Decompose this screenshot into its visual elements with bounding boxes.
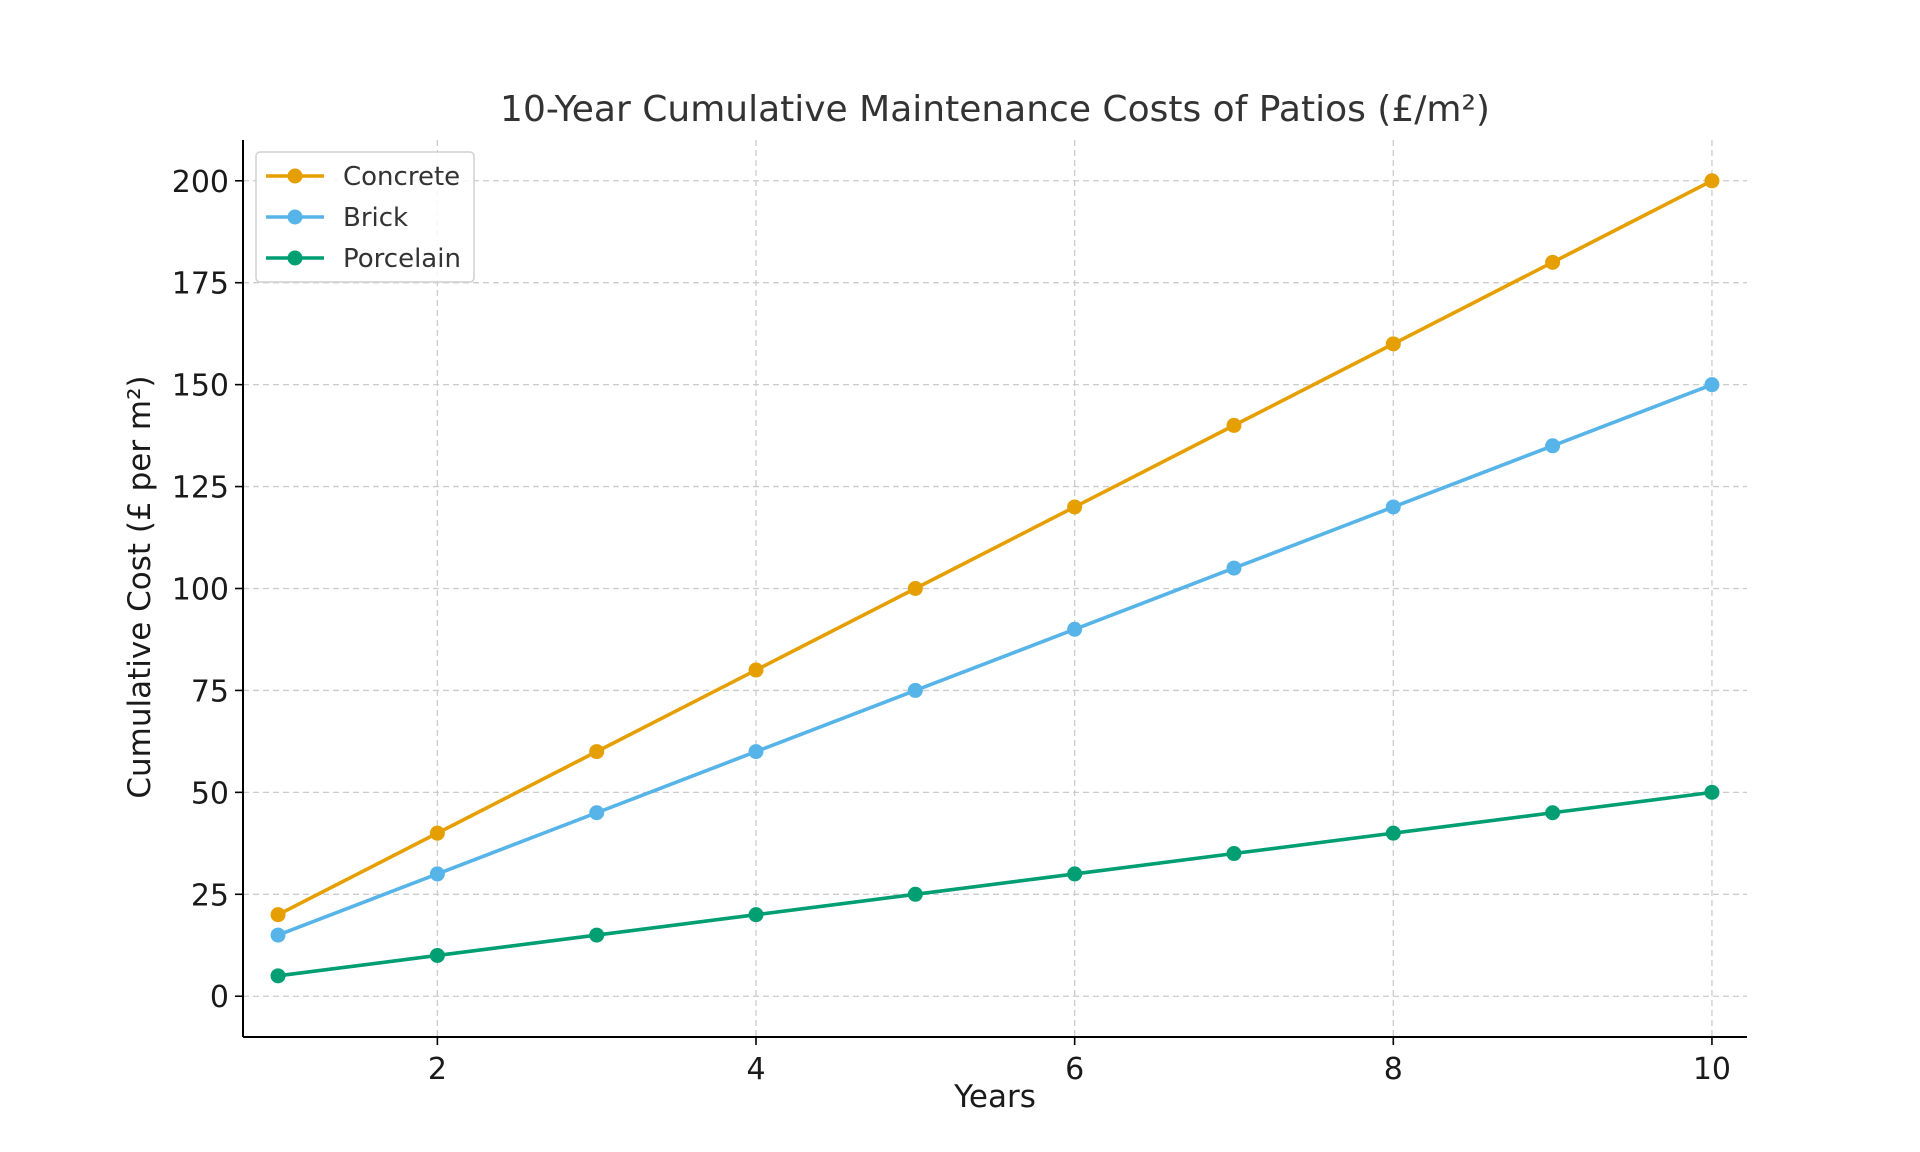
legend-swatch-marker — [287, 209, 303, 225]
legend-label: Brick — [343, 203, 408, 233]
data-point-concrete — [748, 662, 764, 678]
data-point-concrete — [1385, 336, 1401, 352]
y-tick-label: 200 — [172, 165, 229, 200]
data-point-porcelain — [429, 947, 445, 963]
data-point-brick — [1067, 621, 1083, 637]
y-tick-label: 100 — [172, 573, 229, 608]
data-point-brick — [1226, 560, 1242, 576]
y-tick-label: 50 — [191, 776, 229, 811]
data-point-porcelain — [1545, 805, 1561, 821]
y-tick-label: 0 — [210, 980, 229, 1015]
data-point-concrete — [907, 581, 923, 596]
legend-swatch-marker — [287, 168, 303, 184]
legend-item-concrete: Concrete — [266, 162, 460, 192]
x-tick-label: 6 — [1065, 1052, 1084, 1087]
legend: Concrete Brick Porcelain — [255, 151, 475, 283]
data-point-porcelain — [1385, 825, 1401, 841]
data-point-concrete — [1067, 499, 1083, 515]
data-point-concrete — [270, 907, 286, 923]
legend-items: Concrete Brick Porcelain — [266, 162, 461, 274]
data-point-porcelain — [1226, 846, 1242, 862]
data-point-brick — [1704, 377, 1720, 393]
data-point-brick — [270, 927, 286, 943]
y-tick-label: 25 — [191, 878, 229, 913]
data-point-concrete — [1545, 254, 1561, 270]
data-point-porcelain — [270, 968, 286, 984]
y-tick-label: 125 — [172, 471, 229, 506]
legend-label: Porcelain — [343, 244, 461, 274]
legend-frame — [255, 151, 475, 283]
grid — [243, 140, 1747, 1037]
data-point-concrete — [589, 744, 605, 760]
data-point-brick — [429, 866, 445, 882]
data-point-brick — [1545, 438, 1561, 454]
data-point-porcelain — [1704, 784, 1720, 800]
series-line-porcelain — [276, 790, 1714, 978]
data-point-concrete — [1226, 417, 1242, 433]
x-tick-label: 2 — [428, 1052, 447, 1087]
data-point-concrete — [1704, 173, 1720, 189]
x-tick-label: 10 — [1693, 1052, 1731, 1087]
y-tick-label: 75 — [191, 674, 229, 709]
x-tick-label: 8 — [1384, 1052, 1403, 1087]
chart-title: 10-Year Cumulative Maintenance Costs of … — [500, 89, 1490, 130]
data-point-brick — [907, 682, 923, 698]
legend-label: Concrete — [343, 162, 460, 192]
data-point-brick — [748, 744, 764, 760]
series-concrete — [270, 173, 1720, 923]
data-point-porcelain — [1067, 866, 1083, 882]
data-point-concrete — [429, 825, 445, 841]
series-porcelain — [270, 784, 1720, 984]
data-point-brick — [589, 805, 605, 821]
y-tick-label: 150 — [172, 369, 229, 404]
data-point-porcelain — [589, 927, 605, 943]
legend-item-porcelain: Porcelain — [266, 244, 461, 274]
legend-swatch-marker — [287, 250, 303, 266]
legend-item-brick: Brick — [266, 203, 408, 233]
y-tick-label: 175 — [172, 267, 229, 302]
series-line-brick — [276, 382, 1714, 937]
data-point-porcelain — [748, 907, 764, 923]
series-brick — [270, 377, 1720, 943]
series — [270, 173, 1720, 984]
x-tick-label: 4 — [746, 1052, 765, 1087]
data-point-porcelain — [907, 886, 923, 902]
y-axis-label: Cumulative Cost (£ per m²) — [122, 375, 158, 798]
x-axis-label: Years — [953, 1079, 1036, 1115]
series-line-concrete — [276, 178, 1714, 917]
data-point-brick — [1385, 499, 1401, 515]
